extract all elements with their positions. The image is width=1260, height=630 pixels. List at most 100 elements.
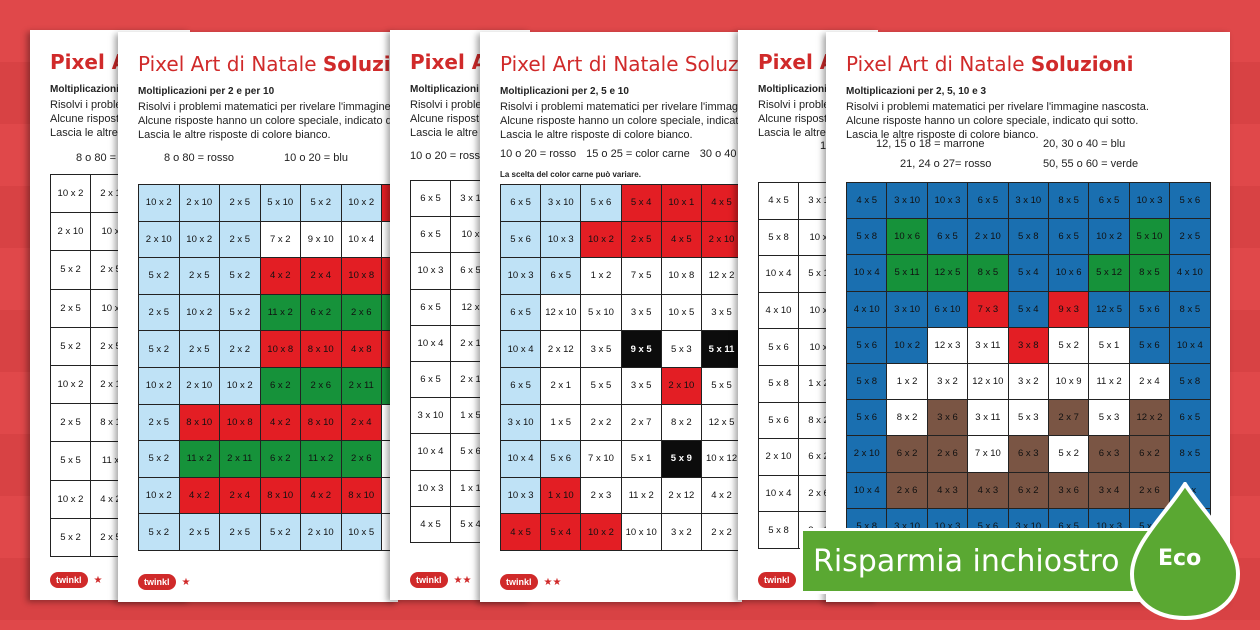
color-legend: 10 o 20 = rosso — [410, 150, 508, 162]
grid-cell: 3 x 10 — [501, 404, 542, 442]
grid-cell: 2 x 10 — [179, 367, 220, 405]
grid-cell: 8 x 10 — [341, 477, 382, 515]
legend-item: 15 o 25 = color carne — [586, 148, 690, 160]
grid-cell: 10 x 3 — [411, 253, 451, 290]
sheet-subtitle: Moltiplicazioni per 2 e per 10 — [138, 86, 275, 97]
grid-cell: 10 x 3 — [501, 477, 542, 515]
grid-cell: 10 x 2 — [179, 294, 220, 332]
grid-cell: 10 x 4 — [847, 472, 888, 509]
grid-cell: 6 x 2 — [1129, 436, 1171, 473]
grid-cell: 4 x 10 — [1170, 255, 1211, 292]
difficulty-stars: ★ — [93, 574, 103, 586]
grid-cell: 10 x 4 — [847, 255, 888, 292]
grid-cell: 6 x 2 — [887, 436, 928, 473]
grid-cell: 10 x 4 — [501, 441, 542, 478]
grid-cell: 2 x 4 — [301, 258, 342, 295]
legend-item: 10 o 20 = rosso — [500, 148, 577, 160]
grid-cell: 3 x 10 — [887, 291, 928, 328]
sheet-title: Pixel A — [410, 50, 488, 74]
grid-cell: 5 x 2 — [51, 518, 91, 557]
grid-cell: 2 x 6 — [927, 436, 969, 473]
grid-cell: 2 x 6 — [301, 367, 342, 405]
grid-cell: 5 x 6 — [847, 327, 888, 364]
instruction-line: Lascia le altre risposte di colore bianc… — [500, 129, 693, 141]
grid-cell: 8 x 10 — [301, 404, 342, 442]
grid-cell: 10 x 4 — [341, 221, 382, 259]
grid-cell: 5 x 8 — [847, 363, 888, 401]
grid-cell: 4 x 5 — [501, 514, 542, 551]
sheet-footer: twinkl ★★ — [410, 572, 471, 588]
grid-cell: 7 x 10 — [581, 441, 622, 478]
grid-cell: 6 x 2 — [301, 294, 342, 332]
grid-cell: 10 x 2 — [887, 327, 928, 364]
grid-cell: 2 x 2 — [581, 404, 622, 442]
color-note: La scelta del color carne può variare. — [500, 170, 641, 179]
grid-cell: 2 x 4 — [341, 404, 382, 442]
grid-cell: 3 x 2 — [1008, 363, 1049, 401]
grid-cell: 10 x 9 — [1048, 363, 1090, 401]
twinkl-logo: twinkl — [138, 574, 176, 590]
sheet-instructions: Risolvi i proble Alcune rispost Lascia l… — [410, 98, 482, 140]
grid-cell: 5 x 9 — [661, 441, 702, 478]
grid-cell: 6 x 5 — [927, 219, 969, 256]
grid-cell: 4 x 3 — [968, 472, 1009, 509]
grid-cell: 10 x 2 — [581, 221, 622, 259]
grid-cell: 2 x 5 — [179, 514, 220, 551]
grid-cell: 4 x 8 — [341, 331, 382, 368]
grid-cell: 7 x 5 — [621, 258, 662, 295]
grid-cell: 12 x 2 — [701, 258, 742, 295]
grid-cell: 7 x 3 — [968, 291, 1009, 328]
grid-cell: 8 x 10 — [301, 331, 342, 368]
grid-cell: 2 x 5 — [179, 258, 220, 295]
grid-cell: 3 x 10 — [541, 185, 582, 222]
grid-cell: 5 x 2 — [1048, 436, 1090, 473]
difficulty-stars: ★★ — [543, 576, 562, 588]
grid-cell: 6 x 5 — [501, 185, 542, 222]
grid-cell: 6 x 5 — [411, 181, 451, 218]
grid-cell: 10 x 4 — [759, 256, 799, 293]
grid-cell: 5 x 6 — [1129, 291, 1171, 328]
grid-cell: 2 x 5 — [51, 404, 91, 443]
grid-cell: 9 x 3 — [1048, 291, 1090, 328]
grid-cell: 5 x 11 — [887, 255, 928, 292]
twinkl-logo: twinkl — [410, 572, 448, 588]
grid-cell: 5 x 2 — [139, 331, 180, 368]
grid-cell: 5 x 6 — [1170, 183, 1211, 220]
grid-cell: 6 x 5 — [411, 217, 451, 254]
worksheet-6: Pixel Art di Natale Soluzioni Moltiplica… — [826, 32, 1230, 602]
grid-cell: 6 x 3 — [1008, 436, 1049, 473]
grid-cell: 4 x 5 — [661, 221, 702, 259]
grid-cell: 5 x 10 — [260, 185, 301, 222]
sheet-footer: twinkl ★ — [50, 572, 102, 588]
grid-cell: 5 x 2 — [220, 258, 261, 295]
grid-cell: 10 x 10 — [621, 514, 662, 551]
grid-cell: 11 x 2 — [179, 441, 220, 478]
grid-cell: 10 x 2 — [139, 477, 180, 515]
grid-cell: 5 x 6 — [1129, 327, 1171, 364]
grid-cell: 2 x 11 — [341, 367, 382, 405]
grid-cell: 2 x 5 — [179, 331, 220, 368]
grid-cell: 5 x 4 — [541, 514, 582, 551]
grid-cell: 5 x 8 — [759, 219, 799, 257]
grid-cell: 10 x 4 — [411, 434, 451, 471]
grid-cell: 10 x 8 — [260, 331, 301, 368]
grid-cell: 6 x 5 — [1170, 400, 1211, 437]
legend-item: 30 o 40 — [699, 148, 737, 160]
grid-cell: 2 x 5 — [139, 294, 180, 332]
grid-cell: 4 x 5 — [411, 506, 451, 543]
grid-cell: 10 x 2 — [139, 185, 180, 222]
grid-cell: 2 x 6 — [1129, 472, 1171, 509]
grid-cell: 2 x 5 — [51, 289, 91, 328]
grid-cell: 8 x 5 — [1048, 183, 1090, 220]
grid-cell: 5 x 2 — [139, 258, 180, 295]
grid-cell: 8 x 2 — [887, 400, 928, 437]
grid-cell: 5 x 2 — [51, 327, 91, 366]
sheet-instructions: Risolvi i proble Alcune rispost Lascia l… — [758, 98, 830, 140]
grid-cell: 6 x 2 — [260, 441, 301, 478]
grid-cell: 10 x 5 — [661, 294, 702, 332]
grid-cell: 5 x 12 — [1089, 255, 1130, 292]
grid-cell: 2 x 10 — [847, 436, 888, 473]
grid-cell: 10 x 3 — [541, 221, 582, 259]
eco-label: Eco — [1158, 546, 1202, 571]
grid-cell: 5 x 2 — [301, 185, 342, 222]
